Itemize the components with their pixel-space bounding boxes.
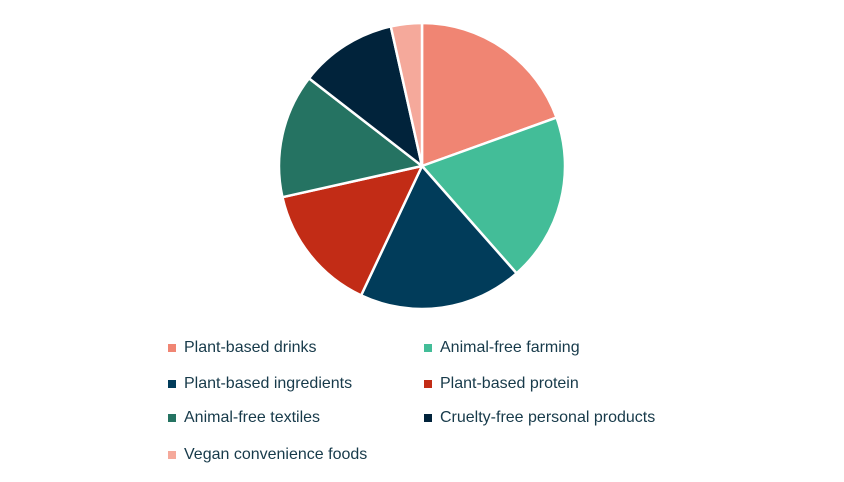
legend-swatch-vegan-convenience-foods — [168, 451, 176, 459]
legend-item-animal-free-farming: Animal-free farming — [424, 336, 580, 360]
legend-item-plant-based-drinks: Plant-based drinks — [168, 336, 317, 360]
legend-swatch-cruelty-free-personal-products — [424, 414, 432, 422]
legend-label: Plant-based protein — [440, 375, 579, 392]
pie-slice-animal-free-farming — [420, 116, 567, 275]
pie-slice-plant-based-ingredients — [359, 164, 518, 311]
legend-label: Animal-free textiles — [184, 409, 321, 426]
legend-label: Cruelty-free personal products — [440, 409, 656, 426]
legend-label: Plant-based ingredients — [184, 375, 353, 392]
pie-slice-plant-based-drinks — [420, 21, 558, 168]
legend-label: Plant-based drinks — [184, 339, 317, 356]
legend-swatch-animal-free-farming — [424, 344, 432, 352]
legend-item-plant-based-ingredients: Plant-based ingredients — [168, 372, 352, 396]
legend-item-cruelty-free-personal-products: Cruelty-free personal products — [424, 406, 655, 430]
pie-slice-vegan-convenience-foods — [389, 21, 424, 168]
legend-swatch-animal-free-textiles — [168, 414, 176, 422]
pie-slice-plant-based-protein — [281, 164, 424, 297]
legend-label: Vegan convenience foods — [184, 446, 368, 463]
legend-swatch-plant-based-protein — [424, 380, 432, 388]
legend-label: Animal-free farming — [440, 339, 580, 356]
legend-swatch-plant-based-drinks — [168, 344, 176, 352]
legend-item-vegan-convenience-foods: Vegan convenience foods — [168, 443, 367, 467]
pie-slice-cruelty-free-personal-products — [307, 25, 424, 168]
pie-plot — [277, 21, 567, 311]
pie-slice-animal-free-textiles — [277, 77, 424, 199]
legend-item-plant-based-protein: Plant-based protein — [424, 372, 579, 396]
legend-item-animal-free-textiles: Animal-free textiles — [168, 406, 320, 430]
legend-swatch-plant-based-ingredients — [168, 380, 176, 388]
